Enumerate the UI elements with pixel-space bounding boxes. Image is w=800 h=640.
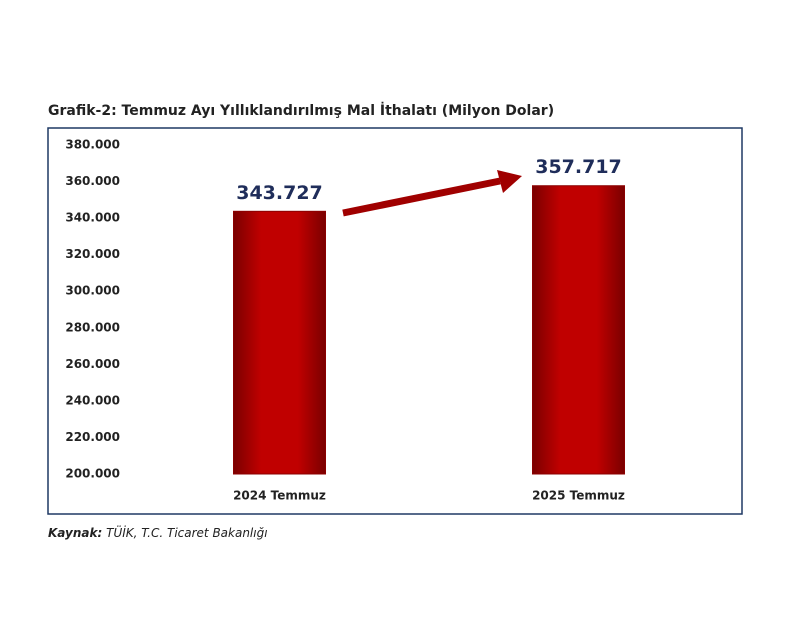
y-tick-label: 320.000 (65, 247, 120, 261)
y-tick-label: 280.000 (65, 320, 120, 334)
x-tick-label: 2024 Temmuz (233, 489, 326, 503)
trend-arrow (342, 177, 501, 217)
bar (532, 185, 625, 475)
trend-arrow-head (497, 170, 522, 193)
chart-frame (47, 127, 743, 515)
x-tick-label: 2025 Temmuz (532, 489, 625, 503)
y-tick-label: 200.000 (65, 467, 120, 481)
y-tick-label: 300.000 (65, 284, 120, 298)
source-text: TÜİK, T.C. Ticaret Bakanlığı (106, 524, 267, 540)
y-tick-label: 340.000 (65, 211, 120, 225)
y-tick-label: 240.000 (65, 393, 120, 407)
y-tick-label: 220.000 (65, 430, 120, 444)
y-tick-label: 380.000 (65, 138, 120, 152)
chart-title: Grafik-2: Temmuz Ayı Yıllıklandırılmış M… (48, 102, 554, 119)
y-tick-label: 360.000 (65, 174, 120, 188)
bar (233, 210, 326, 475)
value-label: 357.717 (535, 156, 622, 178)
value-label: 343.727 (236, 182, 323, 204)
source-label: Kaynak: (48, 526, 102, 540)
source-note: Kaynak: TÜİK, T.C. Ticaret Bakanlığı (48, 524, 268, 540)
y-tick-label: 260.000 (65, 357, 120, 371)
